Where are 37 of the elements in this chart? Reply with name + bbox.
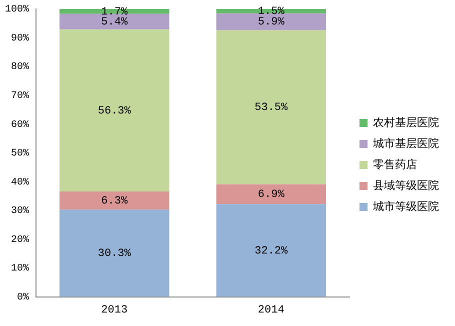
bar (216, 13, 326, 30)
y-tick-label: 30% (10, 206, 30, 218)
bar (216, 30, 326, 184)
data-label: 53.5% (254, 102, 288, 114)
y-tick-label: 60% (10, 120, 30, 131)
x-tick-label: 2013 (101, 304, 128, 316)
bar (60, 14, 170, 30)
bar (216, 204, 326, 297)
data-label: 5.9% (258, 16, 285, 29)
y-tick-label: 100% (4, 4, 30, 16)
data-label: 5.4% (101, 16, 128, 29)
data-label: 1.5% (258, 6, 285, 18)
bar (60, 29, 170, 192)
y-tick-label: 90% (10, 33, 30, 44)
bar (60, 9, 170, 14)
legend-label: 城市基层医院 (372, 136, 439, 150)
bar (60, 191, 170, 210)
data-label: 30.3% (98, 248, 132, 260)
bar (216, 184, 326, 204)
data-label: 32.2% (254, 245, 288, 258)
y-tick-label: 20% (10, 234, 30, 246)
y-tick-label: 40% (10, 177, 30, 188)
legend-label: 城市等级医院 (372, 200, 439, 213)
y-tick-label: 80% (10, 62, 30, 74)
y-tick-label: 0% (16, 292, 30, 304)
y-tick-label: 70% (10, 90, 30, 102)
data-label: 6.3% (101, 195, 128, 208)
data-label: 6.9% (258, 189, 285, 202)
legend-label: 县域等级医院 (373, 178, 439, 192)
bar (60, 210, 170, 297)
y-tick-label: 10% (10, 264, 30, 275)
data-label: 56.3% (98, 105, 132, 118)
x-tick-label: 2014 (258, 304, 285, 316)
legend-label: 农村基层医院 (373, 116, 439, 129)
legend-label: 零售药店 (373, 158, 417, 171)
y-tick-label: 50% (10, 148, 30, 160)
data-label: 1.7% (101, 6, 128, 18)
